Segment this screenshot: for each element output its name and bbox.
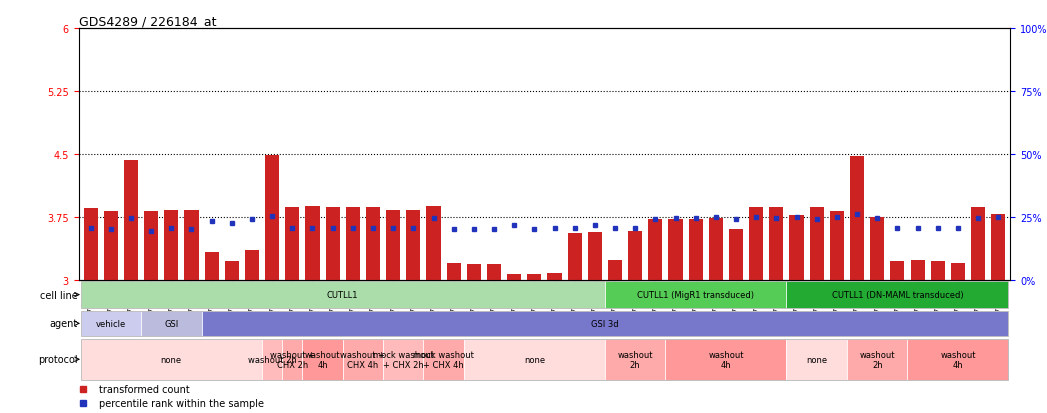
Bar <box>406 210 421 280</box>
Text: transformed count: transformed count <box>99 384 190 394</box>
Bar <box>285 207 299 280</box>
Bar <box>81 311 141 336</box>
Bar <box>931 261 944 280</box>
Bar <box>689 220 703 280</box>
Text: washout
2h: washout 2h <box>860 350 895 369</box>
Bar <box>184 210 199 280</box>
Text: none: none <box>806 355 827 364</box>
Bar <box>245 251 259 280</box>
Text: washout 2h: washout 2h <box>248 355 296 364</box>
Bar <box>467 265 481 280</box>
Text: washout
4h: washout 4h <box>940 350 976 369</box>
Text: cell line: cell line <box>40 290 77 300</box>
Bar <box>911 261 925 280</box>
Bar <box>587 232 602 280</box>
Text: CUTLL1: CUTLL1 <box>327 290 358 299</box>
Bar <box>709 219 722 280</box>
Text: GDS4289 / 226184_at: GDS4289 / 226184_at <box>79 15 216 28</box>
Bar <box>144 211 158 280</box>
Bar <box>608 261 622 280</box>
Bar <box>992 215 1005 280</box>
Bar <box>124 160 138 280</box>
Bar <box>342 339 383 380</box>
Text: GSI 3d: GSI 3d <box>592 319 619 328</box>
Bar <box>366 207 380 280</box>
Text: washout
4h: washout 4h <box>708 350 743 369</box>
Bar <box>423 339 464 380</box>
Text: washout
2h: washout 2h <box>618 350 653 369</box>
Bar <box>464 339 605 380</box>
Text: protocol: protocol <box>39 354 77 364</box>
Bar <box>204 252 219 280</box>
Bar <box>225 261 239 280</box>
Bar <box>786 281 1008 309</box>
Bar <box>605 339 666 380</box>
Text: CUTLL1 (MigR1 transduced): CUTLL1 (MigR1 transduced) <box>638 290 754 299</box>
Bar <box>750 207 763 280</box>
Bar <box>507 274 521 280</box>
Bar <box>809 207 824 280</box>
Bar <box>567 234 582 280</box>
Text: mock washout
+ CHX 2h: mock washout + CHX 2h <box>373 350 433 369</box>
Bar <box>487 265 502 280</box>
Bar <box>770 207 783 280</box>
Bar <box>830 211 844 280</box>
Text: none: none <box>524 355 544 364</box>
Bar <box>528 274 541 280</box>
Text: washout +
CHX 4h: washout + CHX 4h <box>340 350 385 369</box>
Bar <box>306 206 319 280</box>
Bar <box>789 216 804 280</box>
Bar <box>383 339 423 380</box>
Text: none: none <box>161 355 182 364</box>
Bar <box>447 263 461 280</box>
Bar <box>346 207 360 280</box>
Bar <box>908 339 1008 380</box>
Bar <box>84 209 97 280</box>
Bar <box>648 220 663 280</box>
Bar <box>890 261 905 280</box>
Bar <box>303 339 342 380</box>
Bar <box>283 339 303 380</box>
Bar <box>326 207 339 280</box>
Text: vehicle: vehicle <box>95 319 126 328</box>
Bar <box>81 281 605 309</box>
Bar <box>605 281 786 309</box>
Bar <box>426 206 441 280</box>
Bar <box>729 230 743 280</box>
Text: mock washout
+ CHX 4h: mock washout + CHX 4h <box>414 350 474 369</box>
Bar <box>202 311 1008 336</box>
Bar <box>847 339 908 380</box>
Bar <box>951 263 965 280</box>
Text: CUTLL1 (DN-MAML transduced): CUTLL1 (DN-MAML transduced) <box>831 290 963 299</box>
Bar <box>971 207 985 280</box>
Text: percentile rank within the sample: percentile rank within the sample <box>99 399 264 408</box>
Text: washout +
CHX 2h: washout + CHX 2h <box>270 350 315 369</box>
Bar <box>628 231 642 280</box>
Bar <box>262 339 283 380</box>
Bar <box>786 339 847 380</box>
Bar <box>81 339 262 380</box>
Text: agent: agent <box>49 318 77 329</box>
Bar <box>141 311 202 336</box>
Bar <box>386 210 400 280</box>
Bar <box>164 210 178 280</box>
Bar <box>104 211 118 280</box>
Bar <box>870 217 885 280</box>
Bar <box>668 220 683 280</box>
Text: washout
4h: washout 4h <box>305 350 340 369</box>
Bar <box>850 157 864 280</box>
Bar <box>548 273 561 280</box>
Bar <box>666 339 786 380</box>
Bar <box>265 156 280 280</box>
Text: GSI: GSI <box>164 319 178 328</box>
